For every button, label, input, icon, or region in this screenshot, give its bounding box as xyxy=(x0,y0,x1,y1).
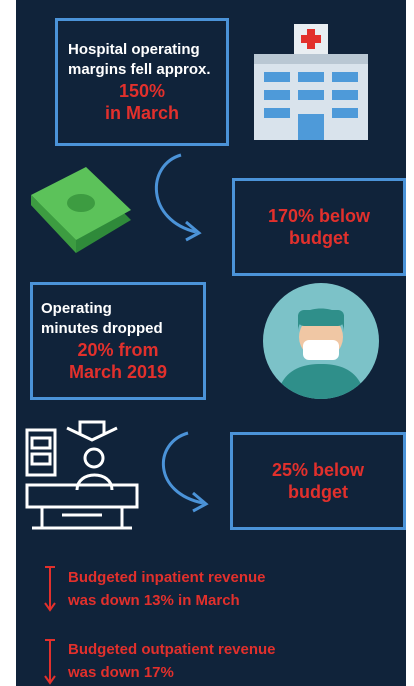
highlight: 25% below xyxy=(271,460,365,480)
infographic: Hospital operating margins fell approx. … xyxy=(16,0,406,686)
budget-box: 170% below budget xyxy=(232,178,406,276)
surgeon-icon xyxy=(263,283,379,399)
money-icon xyxy=(31,167,131,253)
bullet: Budgeted inpatient revenue was down 13% … xyxy=(68,566,266,612)
budget-box: 25% below budget xyxy=(230,432,406,530)
highlight: 20% from xyxy=(77,340,159,360)
down-arrow xyxy=(44,639,56,685)
surgery-icon xyxy=(25,420,139,530)
text: margins fell approx. xyxy=(68,61,211,78)
text: Budgeted outpatient revenue xyxy=(68,641,276,658)
down-arrow xyxy=(44,566,56,612)
text: Hospital operating xyxy=(68,41,200,58)
margin-box: Hospital operating margins fell approx. … xyxy=(55,18,229,146)
highlight: budget xyxy=(288,482,348,502)
text: Operating xyxy=(41,300,112,317)
text: minutes dropped xyxy=(41,320,163,337)
text: Budgeted inpatient revenue xyxy=(68,569,266,586)
minutes-box: Operating minutes dropped 20% from March… xyxy=(30,282,206,400)
highlight: in March xyxy=(104,103,179,123)
highlight: 150% xyxy=(118,81,166,101)
highlight: March 2019 xyxy=(68,362,168,382)
text: was down 17% xyxy=(68,664,174,681)
arrow-icon xyxy=(155,153,202,242)
arrow-icon xyxy=(162,431,209,513)
highlight: budget xyxy=(289,228,349,248)
bullet: Budgeted outpatient revenue was down 17% xyxy=(68,638,276,684)
highlight: 170% below xyxy=(267,206,371,226)
hospital-icon xyxy=(254,24,368,140)
text: was down 13% in March xyxy=(68,592,240,609)
